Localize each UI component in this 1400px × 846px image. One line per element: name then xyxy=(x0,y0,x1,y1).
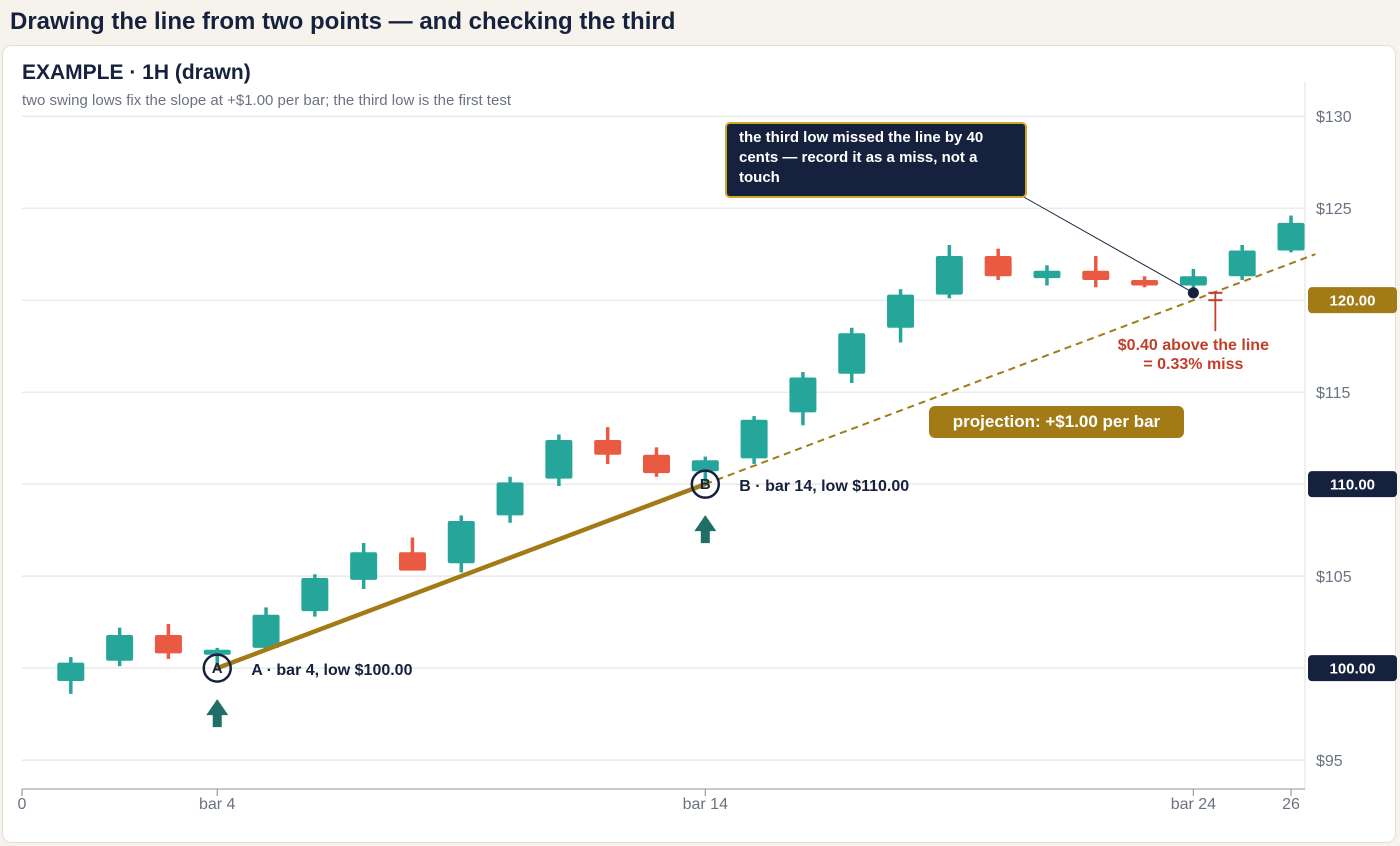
candle-body xyxy=(203,649,231,655)
candle xyxy=(203,647,231,669)
price-badge-label: 100.00 xyxy=(1330,661,1376,678)
candle xyxy=(935,244,963,299)
projection-label: projection: +$1.00 per bar xyxy=(929,406,1184,438)
candle-body xyxy=(154,635,182,654)
price-badge xyxy=(1308,655,1397,682)
candles xyxy=(57,215,1305,694)
candle xyxy=(1179,268,1207,291)
up-arrow-icon xyxy=(694,515,717,544)
candle xyxy=(1131,276,1159,288)
candle xyxy=(398,537,426,571)
candle-body xyxy=(350,552,378,580)
candle-body xyxy=(398,552,426,571)
candle xyxy=(643,447,670,477)
miss-label-line2: = 0.33% miss xyxy=(1143,356,1243,373)
candle-body xyxy=(594,440,622,455)
callout-leader-line xyxy=(1021,195,1194,294)
candle-body xyxy=(252,614,280,648)
miss-callout: the third low missed the line by 40 cent… xyxy=(725,122,1027,198)
candle-body xyxy=(57,662,85,681)
candle xyxy=(301,574,329,617)
y-tick-label: $95 xyxy=(1316,753,1343,770)
price-badge-label: 120.00 xyxy=(1330,293,1376,310)
y-tick-label: $125 xyxy=(1316,201,1352,218)
candle-body xyxy=(935,256,963,295)
candle xyxy=(496,476,524,523)
candle-body xyxy=(789,377,817,413)
candle xyxy=(594,427,622,464)
candle xyxy=(1033,265,1061,286)
candle-body xyxy=(984,256,1012,277)
candle-body xyxy=(447,520,475,564)
candle-body xyxy=(1033,270,1061,279)
point-b-label: B · bar 14, low $110.00 xyxy=(739,478,909,495)
x-tick-label: bar 14 xyxy=(683,796,728,813)
x-axis-ticks: 0 bar 4 bar 14 bar 24 26 xyxy=(18,789,1300,813)
point-a-label: A · bar 4, low $100.00 xyxy=(251,662,412,679)
up-arrow-icon xyxy=(206,699,229,728)
page-title: Drawing the line from two points — and c… xyxy=(10,8,676,35)
x-tick-label: bar 4 xyxy=(199,796,236,813)
candle-body xyxy=(1179,276,1207,286)
candle-body xyxy=(691,460,719,472)
candle xyxy=(740,416,768,464)
x-tick-label: bar 24 xyxy=(1171,796,1216,813)
x-tick-label: 26 xyxy=(1282,796,1300,813)
point-b-letter: B xyxy=(700,476,711,493)
y-tick-label: $130 xyxy=(1316,109,1352,126)
trendline-segment xyxy=(214,481,708,671)
candle xyxy=(154,623,182,659)
candle xyxy=(838,327,866,383)
candle xyxy=(1082,256,1110,288)
candle-body xyxy=(496,482,524,516)
chart-title: EXAMPLE · 1H (drawn) xyxy=(22,61,251,84)
miss-marker-group: $0.40 above the line = 0.33% miss xyxy=(1118,291,1269,373)
candle xyxy=(789,371,817,426)
price-badge-label: 110.00 xyxy=(1330,477,1375,494)
candle-body xyxy=(740,419,768,459)
candle-body xyxy=(643,454,670,474)
price-badges: 120.00 110.00 100.00 xyxy=(1308,287,1397,682)
candle-body xyxy=(301,577,329,612)
y-axis-ticks: $95 $105 $115 $125 $130 xyxy=(1316,109,1352,770)
candle xyxy=(106,627,134,667)
y-tick-label: $105 xyxy=(1316,569,1352,586)
price-badge xyxy=(1308,471,1397,498)
candle xyxy=(1228,244,1256,280)
candle-body xyxy=(1277,222,1305,251)
third-low-dot xyxy=(1187,287,1199,299)
candle-body xyxy=(838,333,866,374)
price-badge xyxy=(1308,287,1397,314)
candle xyxy=(887,289,915,343)
candle xyxy=(545,434,573,486)
candle xyxy=(447,515,475,573)
y-tick-label: $115 xyxy=(1316,385,1351,402)
candle xyxy=(57,657,85,694)
grid-lines xyxy=(22,115,1305,761)
candle xyxy=(1277,215,1305,253)
candle-body xyxy=(106,635,134,661)
point-a-letter: A xyxy=(212,660,223,677)
candle-body xyxy=(887,294,915,328)
candle-body xyxy=(1228,250,1256,277)
trendline-group xyxy=(214,253,1316,671)
candle xyxy=(984,248,1012,280)
candle-body xyxy=(1082,270,1110,280)
candle xyxy=(252,607,280,650)
point-markers: A A · bar 4, low $100.00 B B · bar 14, low … xyxy=(202,195,1199,728)
x-tick-label: 0 xyxy=(18,796,27,813)
chart-card xyxy=(2,45,1396,843)
chart-subtitle: two swing lows fix the slope at +$1.00 p… xyxy=(22,92,511,109)
point-b-circle xyxy=(690,469,721,499)
candle-body xyxy=(1131,279,1159,286)
candle-body xyxy=(545,440,573,479)
candle xyxy=(350,543,378,590)
miss-label-line1: $0.40 above the line xyxy=(1118,337,1269,354)
point-a-circle xyxy=(202,653,232,683)
